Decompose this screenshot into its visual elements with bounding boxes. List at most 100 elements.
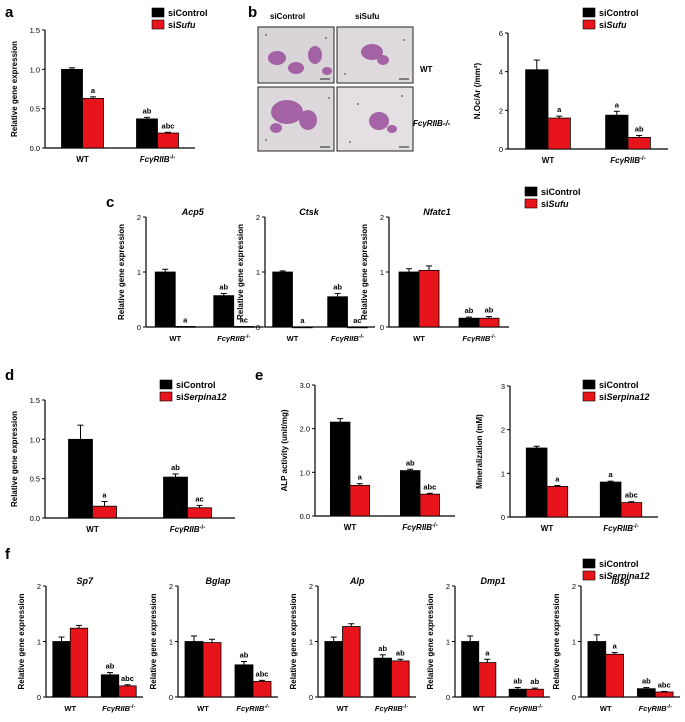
bar-sicontrol-1 (136, 118, 158, 149)
bar-sicontrol-0 (587, 641, 607, 698)
legend-d: siControl siSerpina12 (159, 379, 227, 402)
bar-sicontrol-0 (525, 69, 549, 150)
y-tick-label: 0 (37, 693, 41, 702)
legend-swatch (524, 186, 538, 197)
bar-sicontrol-0 (461, 641, 480, 698)
bar-siserpina12-0 (605, 653, 624, 698)
y-tick-label: 1 (309, 638, 313, 647)
y-tick-label: 3.0 (300, 381, 310, 390)
x-tick-label-wt: WT (169, 334, 181, 343)
x-tick-label-knockout: FcγRIIB-/- (170, 525, 205, 534)
chart-c3: 0 1 2 Relative gene expression Nfatc1 WT ab ab F… (360, 207, 509, 343)
bar-siserpina12-1 (620, 502, 643, 518)
significance-label: abc (121, 674, 134, 683)
chart-c2: 0 1 2 Relative gene expression Ctsk aWT ab ac Fc… (236, 207, 375, 343)
y-tick-label: 0 (499, 145, 503, 154)
y-tick-label: 2 (137, 213, 141, 222)
significance-label: a (300, 316, 305, 325)
bar-sisufu-1 (233, 326, 255, 328)
y-tick-label: 2 (37, 582, 41, 591)
panel-label-a: a (5, 4, 14, 21)
x-tick-label-knockout: FcγRIIB-/- (603, 524, 638, 533)
significance-label: ab (106, 662, 115, 671)
y-tick-label: 2 (380, 213, 384, 222)
y-tick-label: 0 (137, 323, 141, 332)
legend-label: siControl (168, 8, 208, 18)
bar-siserpina12-1 (654, 691, 674, 698)
legend-f: siControl siSerpina12 (582, 558, 650, 581)
bar-sicontrol-1 (637, 688, 656, 698)
legend-e: siControl siSerpina12 (582, 379, 650, 402)
x-tick-label-knockout: FcγRIIB-/- (331, 334, 364, 343)
significance-label: ab (485, 306, 494, 315)
y-tick-label: 1.0 (30, 435, 40, 444)
bar-siserpina12-0 (202, 642, 222, 698)
y-axis-label: Relative gene expression (552, 593, 561, 689)
y-axis-label: Relative gene expression (236, 224, 245, 320)
x-tick-label-knockout: FcγRIIB-/- (217, 334, 250, 343)
y-tick-label: 1.0 (30, 65, 40, 74)
x-tick-label-wt: WT (473, 704, 485, 713)
y-tick-label: 2 (169, 582, 173, 591)
x-tick-label-knockout: FcγRIIB-/- (639, 704, 672, 713)
chart-e2: 0 1 2 3 Mineralization (mM) a WT a abc FcγRIIB-/- (475, 382, 658, 533)
gene-title: Dmp1 (480, 576, 505, 586)
x-tick-label-wt: WT (76, 155, 89, 164)
significance-label: ab (530, 677, 539, 686)
significance-label: ab (333, 282, 342, 291)
y-tick-label: 2 (256, 213, 260, 222)
bar-sicontrol-1 (508, 688, 527, 698)
y-axis-label: Relative gene expression (10, 41, 19, 137)
significance-label: a (485, 648, 490, 657)
bar-sisufu-1 (347, 326, 368, 329)
y-tick-label: 1 (37, 638, 41, 647)
bar-siserpina12-1 (419, 493, 441, 517)
y-tick-label: 0 (572, 693, 576, 702)
gene-title: Ctsk (299, 207, 320, 217)
bar-siserpina12-0 (478, 662, 497, 698)
y-tick-label: 0.0 (30, 144, 40, 153)
panel-label-f: f (5, 546, 11, 563)
y-tick-label: 1 (501, 469, 505, 478)
chart-f2: 0 1 2 Relative gene expression Bglap WT ab abc F… (149, 576, 278, 713)
significance-label: a (102, 490, 107, 499)
legend-swatch (524, 198, 538, 209)
significance-label: a (615, 100, 620, 109)
bar-siserpina12-0 (342, 626, 361, 698)
y-tick-label: 0.0 (30, 514, 40, 523)
bar-sicontrol-1 (327, 296, 348, 328)
x-tick-label-wt: WT (197, 704, 209, 713)
significance-label: ab (465, 306, 474, 315)
y-tick-label: 0.5 (30, 105, 40, 114)
chart-f5: 0 1 2 Relative gene expression Ibsp a WT ab abc F… (552, 576, 680, 713)
x-tick-label-knockout: FcγRIIB-/- (236, 704, 269, 713)
bar-siserpina12-1 (252, 681, 272, 698)
panel-label-d: d (5, 367, 14, 384)
significance-label: ab (396, 648, 405, 657)
legend-label: siSerpina12 (599, 571, 650, 581)
legend-swatch (151, 19, 165, 30)
micrograph-col-label-0: siControl (270, 12, 305, 21)
bar-siserpina12-1 (391, 660, 410, 698)
chart-b: 0 2 4 6 N.Oc/Ar (/mm²) a WT a ab FcγRIIB-/- (473, 29, 668, 165)
bar-sicontrol-0 (324, 641, 343, 698)
significance-label: a (557, 105, 562, 114)
y-axis-label: Relative gene expression (360, 224, 369, 320)
y-tick-label: 0 (446, 693, 450, 702)
y-tick-label: 4 (499, 68, 503, 77)
x-tick-label-knockout: FcγRIIB-/- (102, 704, 135, 713)
significance-label: abc (423, 482, 436, 491)
y-tick-label: 6 (499, 29, 503, 38)
gene-title: Bglap (205, 576, 231, 586)
bar-sisufu-0 (82, 98, 104, 149)
legend-swatch (582, 7, 596, 18)
significance-label: a (183, 315, 188, 324)
significance-label: abc (625, 491, 638, 500)
legend-label: siControl (599, 8, 639, 18)
bar-sicontrol-0 (52, 641, 71, 698)
panel-label-e: e (255, 367, 263, 384)
bar-siserpina12-1 (525, 688, 544, 698)
legend-a: siControl siSufu (151, 7, 208, 30)
legend-swatch (582, 19, 596, 30)
